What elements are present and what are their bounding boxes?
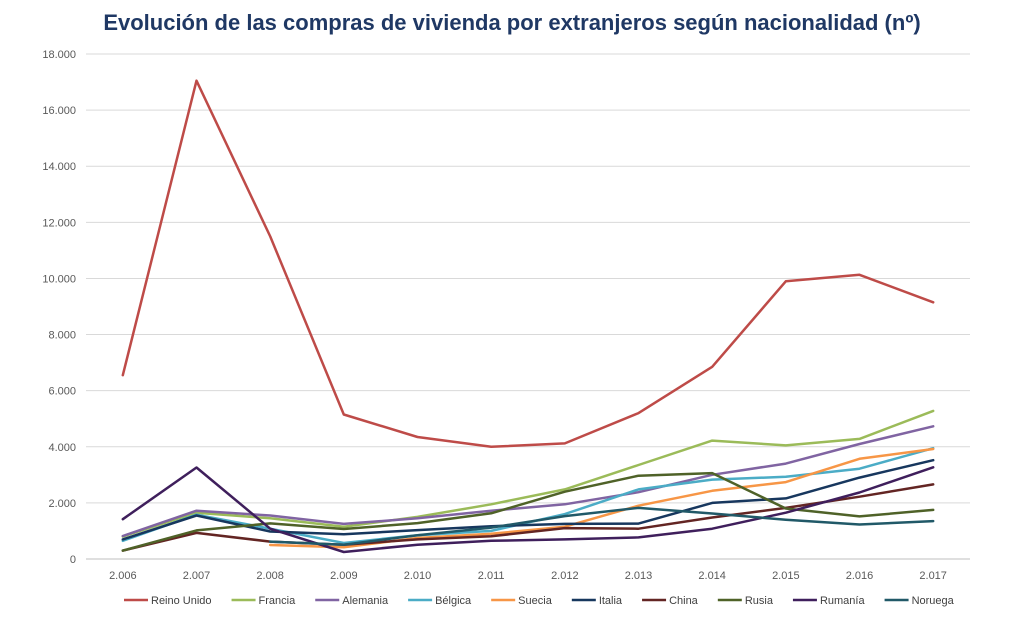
legend-label: Reino Unido — [151, 595, 212, 607]
legend-label: Italia — [599, 595, 623, 607]
legend-item: Italia — [571, 595, 623, 607]
series-line — [121, 483, 935, 552]
legend-label: Alemania — [342, 595, 389, 607]
legend-item: Reino Unido — [124, 595, 212, 607]
legend: Reino Unido Francia Alemania Bélgica Suecia I… — [124, 595, 955, 607]
x-tick-label: 2.015 — [772, 570, 800, 582]
legend-item: Alemania — [315, 595, 389, 607]
y-tick-label: 4.000 — [48, 442, 76, 454]
legend-item: Francia — [231, 595, 297, 607]
x-tick-label: 2.013 — [625, 570, 653, 582]
y-tick-label: 6.000 — [48, 386, 76, 398]
x-tick-label: 2.012 — [551, 570, 579, 582]
series-line — [121, 458, 935, 541]
x-tick-label: 2.010 — [404, 570, 432, 582]
x-tick-label: 2.009 — [330, 570, 358, 582]
y-tick-label: 10.000 — [42, 273, 76, 285]
y-tick-label: 8.000 — [48, 330, 76, 342]
x-tick-label: 2.014 — [698, 570, 726, 582]
chart-title: Evolución de las compras de vivienda por… — [103, 10, 921, 35]
y-tick-label: 14.000 — [42, 161, 76, 173]
y-tick-label: 2.000 — [48, 498, 76, 510]
legend-label: Suecia — [518, 595, 553, 607]
legend-label: China — [669, 595, 699, 607]
x-tick-label: 2.008 — [256, 570, 284, 582]
series-line — [121, 79, 935, 449]
legend-item: Noruega — [884, 595, 955, 607]
x-tick-label: 2.006 — [109, 570, 137, 582]
x-tick-label: 2.007 — [183, 570, 211, 582]
y-tick-label: 16.000 — [42, 105, 76, 117]
x-tick-label: 2.017 — [919, 570, 947, 582]
legend-label: Francia — [259, 595, 297, 607]
y-tick-label: 18.000 — [42, 49, 76, 61]
x-tick-label: 2.016 — [846, 570, 874, 582]
legend-label: Bélgica — [435, 595, 472, 607]
series-lines — [121, 79, 935, 554]
y-tick-label: 12.000 — [42, 217, 76, 229]
legend-label: Rumanía — [820, 595, 866, 607]
legend-label: Rusia — [745, 595, 774, 607]
legend-item: Bélgica — [408, 595, 472, 607]
series-line — [121, 466, 935, 554]
legend-item: China — [642, 595, 699, 607]
y-tick-label: 0 — [70, 554, 76, 566]
series-line — [121, 425, 935, 538]
legend-label: Noruega — [912, 595, 955, 607]
axes: 0 2.000 4.000 6.000 8.000 10.000 12.000 14.000 1… — [42, 49, 947, 582]
legend-item: Rumanía — [792, 595, 866, 607]
legend-item: Rusia — [717, 595, 774, 607]
legend-item: Suecia — [491, 595, 553, 607]
series-line — [268, 506, 935, 546]
x-tick-label: 2.011 — [478, 570, 505, 582]
